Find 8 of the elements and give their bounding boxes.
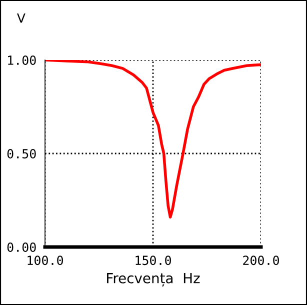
y-axis-title: V <box>17 13 26 23</box>
y-tick-label: 0.00 <box>7 242 36 252</box>
y-tick-label: 1.00 <box>8 56 36 65</box>
x-tick-label: 150.0 <box>136 256 172 266</box>
x-axis-title: Frecvența Hz <box>107 273 200 287</box>
x-tick-label: 100.0 <box>28 256 64 266</box>
x-tick-label: 200.0 <box>243 256 280 266</box>
y-tick-label: 0.50 <box>7 149 36 158</box>
